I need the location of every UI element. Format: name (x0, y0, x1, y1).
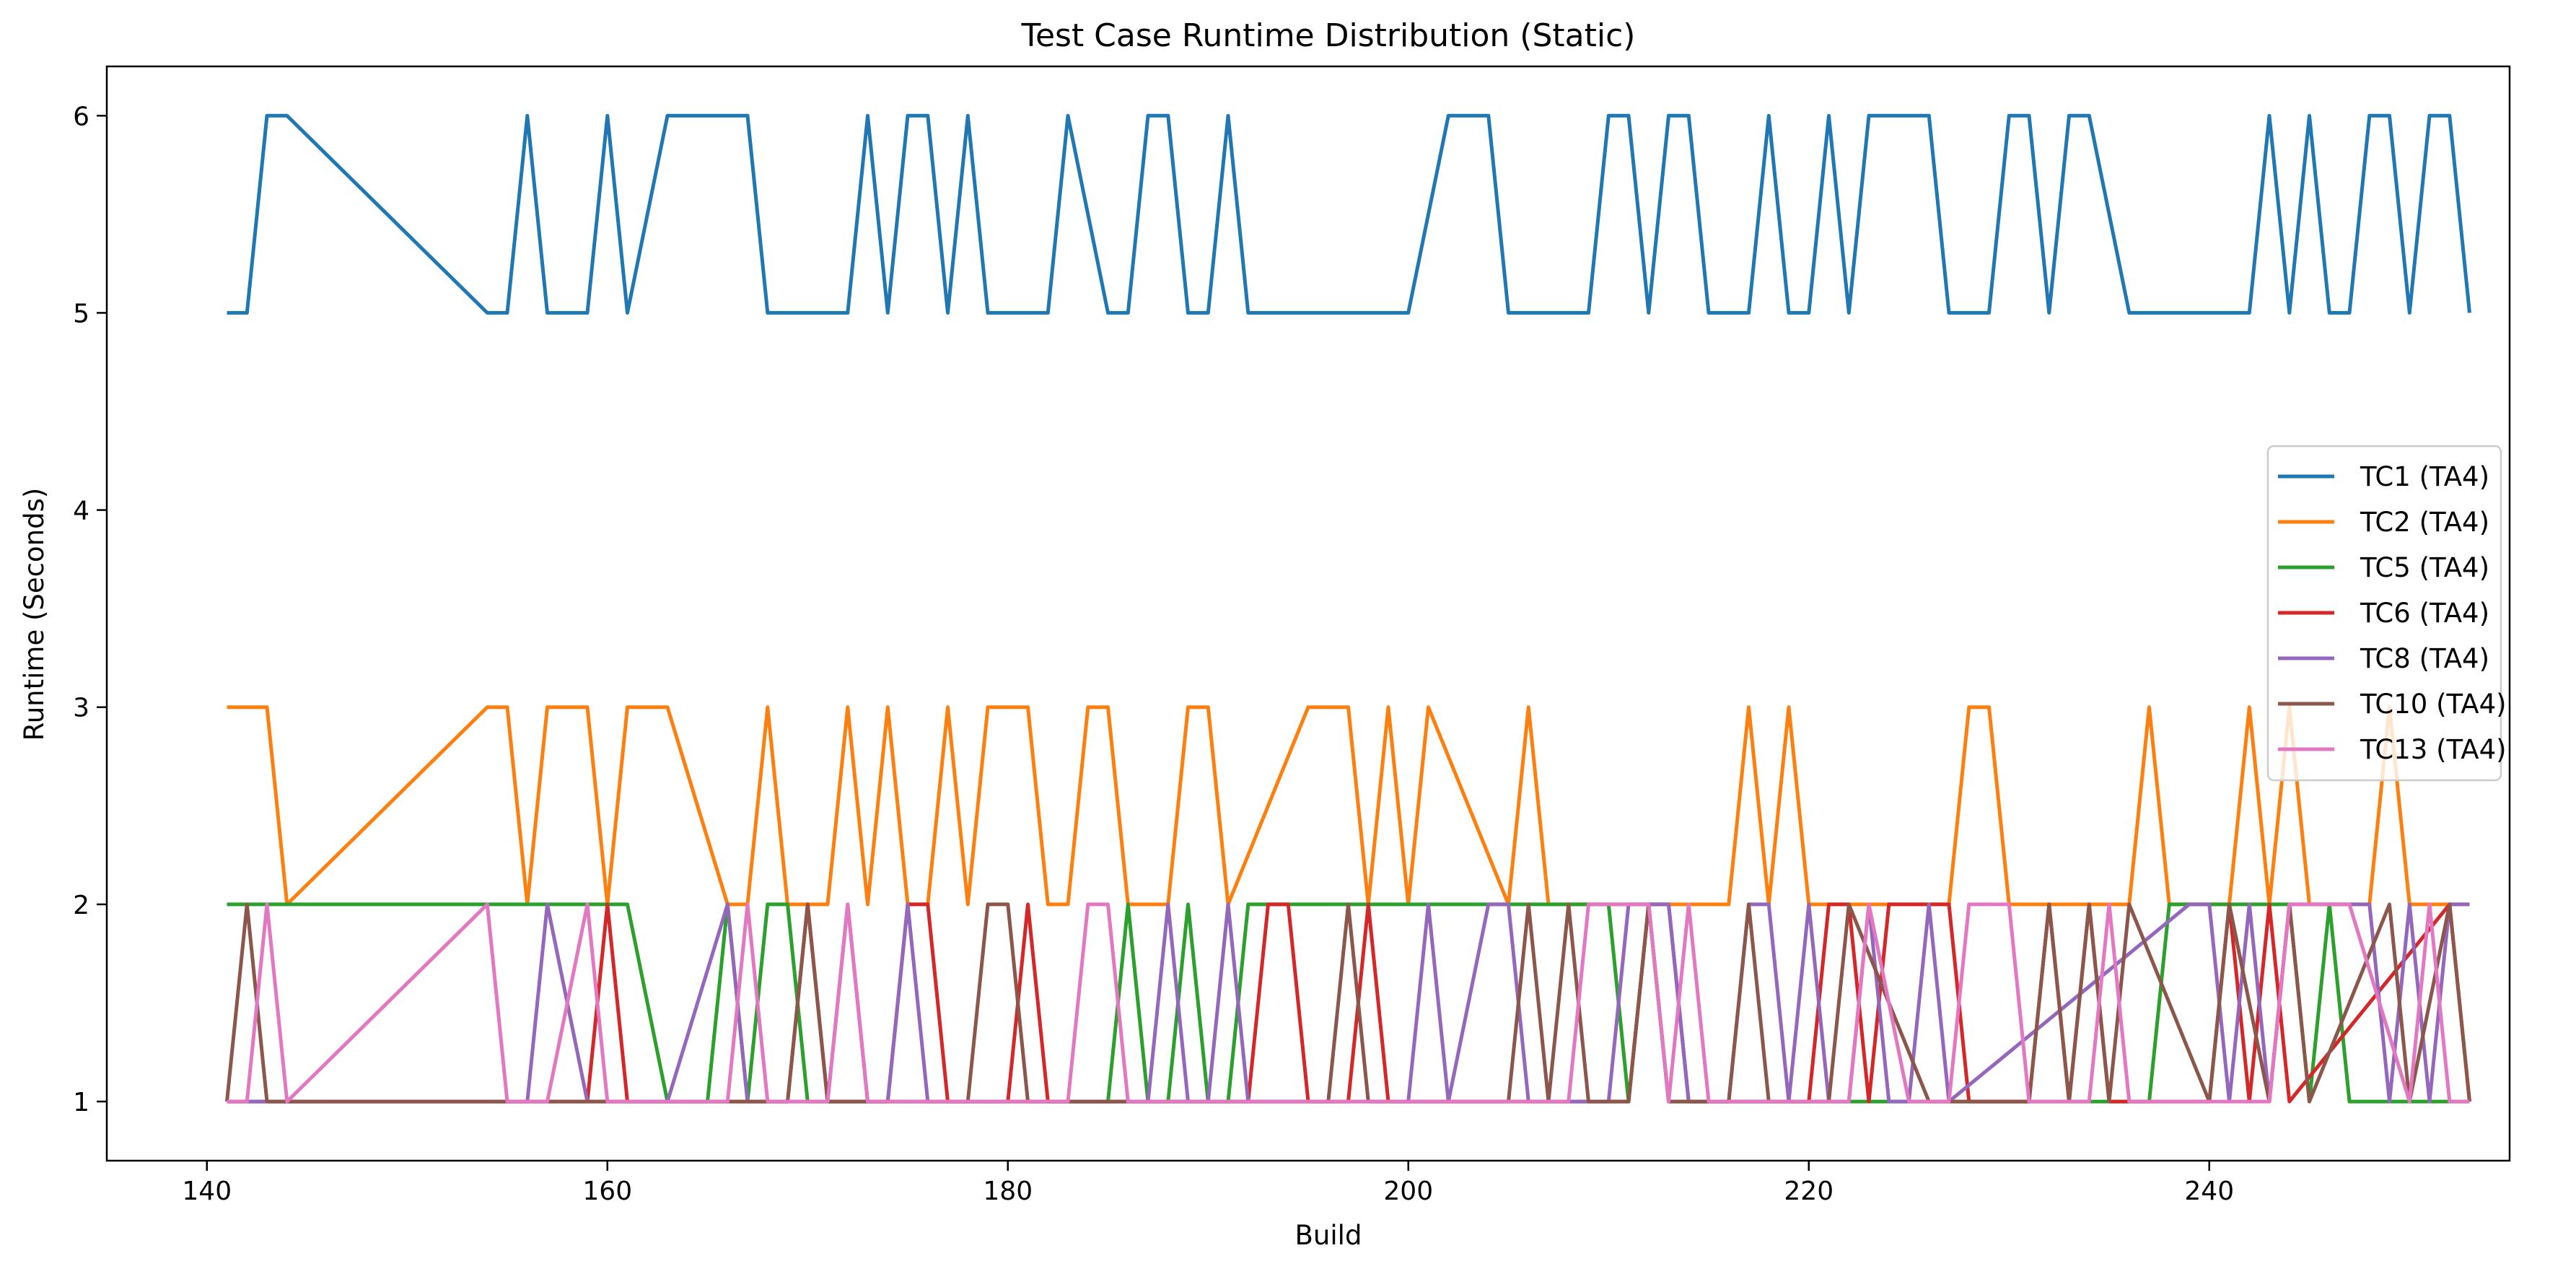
legend-box (2266, 445, 2502, 782)
series-line-7 (227, 902, 2470, 1104)
legend-label: TC5 (TA4) (2360, 552, 2489, 583)
x-tick-label: 240 (2184, 1177, 2234, 1206)
y-tick-label: 2 (73, 891, 89, 920)
y-tick-label: 6 (73, 102, 89, 131)
legend-label: TC6 (TA4) (2360, 598, 2489, 629)
y-tick-label: 1 (73, 1088, 89, 1117)
chart-title: Test Case Runtime Distribution (Static) (1021, 17, 1636, 54)
y-axis-title: Runtime (Seconds) (19, 488, 50, 741)
axes-layer: 140 160 180 200 220 240 1 2 3 4 5 6 (73, 65, 2511, 1206)
legend: TC1 (TA4) TC2 (TA4) TC5 (TA4) TC6 (TA4) TC8 … (2266, 445, 2507, 782)
series-line-6 (225, 902, 2471, 1104)
series-layer (225, 113, 2471, 1104)
legend-label: TC13 (TA4) (2360, 734, 2507, 765)
x-tick-label: 140 (182, 1177, 232, 1206)
legend-label: TC1 (TA4) (2360, 461, 2489, 492)
x-tick-label: 160 (582, 1177, 632, 1206)
plot-frame (105, 65, 2511, 1162)
x-tick-label: 220 (1784, 1177, 1834, 1206)
series-line-1 (227, 113, 2471, 315)
series-line-2 (227, 705, 2470, 907)
x-tick-label: 200 (1383, 1177, 1433, 1206)
legend-label: TC8 (TA4) (2360, 643, 2489, 674)
y-tick-label: 4 (73, 497, 89, 526)
legend-label: TC2 (TA4) (2360, 507, 2489, 538)
legend-label: TC10 (TA4) (2360, 689, 2507, 720)
x-axis-title: Build (1295, 1220, 1362, 1251)
y-tick-label: 5 (73, 299, 89, 328)
x-tick-label: 180 (983, 1177, 1033, 1206)
y-tick-label: 3 (73, 694, 89, 723)
